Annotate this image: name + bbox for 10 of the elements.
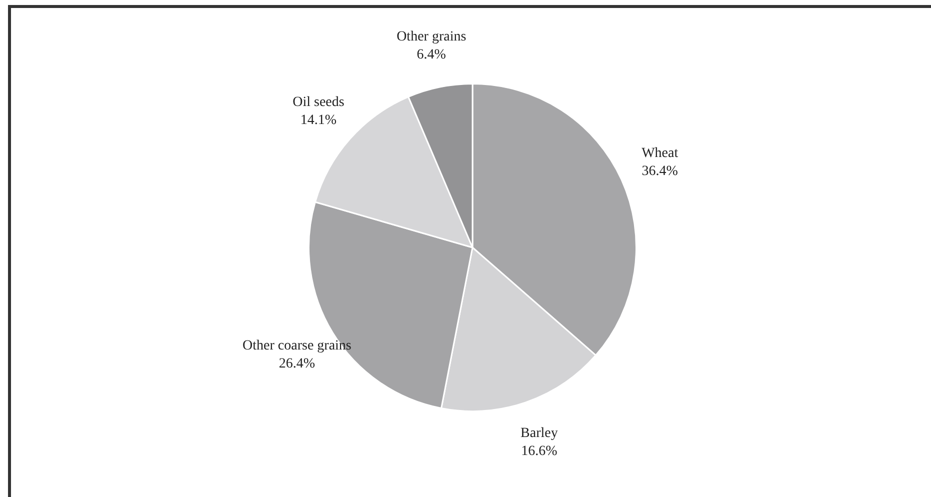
data-label: 14.1% [300, 112, 337, 128]
data-label: 6.4% [416, 48, 446, 63]
slice-label: Other grains [396, 30, 466, 45]
slice-label: Barley [520, 426, 558, 441]
slice-label: Other coarse grains [242, 338, 352, 354]
slice-label: Wheat [642, 146, 678, 162]
data-label: 36.4% [642, 164, 678, 180]
slice-label: Oil seeds [292, 94, 344, 110]
data-label: 26.4% [278, 356, 316, 372]
data-label: 16.6% [521, 444, 558, 459]
